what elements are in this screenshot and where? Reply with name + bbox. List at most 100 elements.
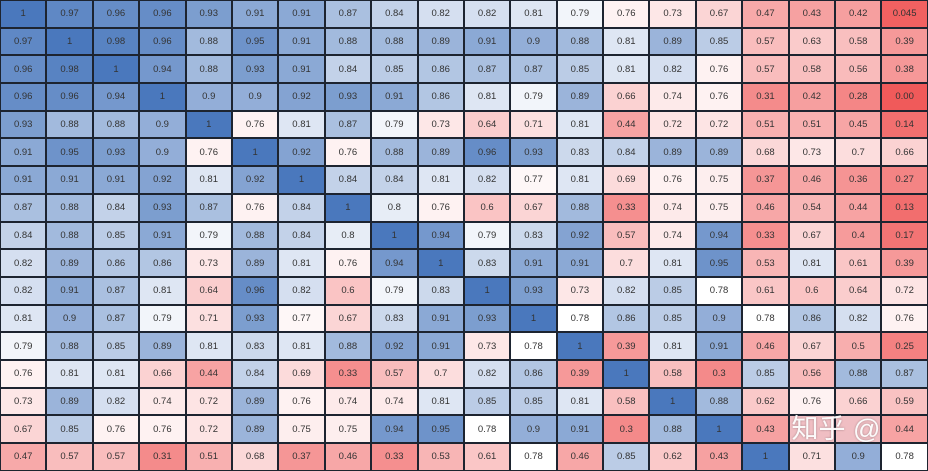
heatmap-cell-r14-c15: 0.88 xyxy=(695,387,743,416)
heatmap-cell-r14-c4: 0.72 xyxy=(185,387,232,416)
heatmap-cell-r13-c13: 1 xyxy=(603,359,650,388)
heatmap-cell-r0-c5: 0.91 xyxy=(231,0,279,28)
heatmap-cell-r4-c18: 0.45 xyxy=(835,110,882,139)
heatmap-cell-r0-c10: 0.82 xyxy=(463,0,511,28)
heatmap-cell-r2-c15: 0.76 xyxy=(695,55,743,84)
heatmap-cell-r5-c10: 0.96 xyxy=(463,138,511,167)
heatmap-cell-r13-c1: 0.81 xyxy=(46,359,93,388)
heatmap-cell-r15-c3: 0.76 xyxy=(139,415,186,443)
heatmap-cell-r8-c14: 0.74 xyxy=(649,221,696,250)
heatmap-cell-r16-c11: 0.78 xyxy=(510,443,557,471)
heatmap-cell-r0-c14: 0.73 xyxy=(649,0,696,28)
heatmap-cell-r5-c7: 0.76 xyxy=(324,138,372,167)
heatmap-cell-r16-c9: 0.53 xyxy=(417,443,464,471)
heatmap-cell-r15-c7: 0.75 xyxy=(324,415,372,443)
heatmap-cell-r6-c6: 1 xyxy=(278,166,325,194)
heatmap-cell-r4-c9: 0.73 xyxy=(417,110,464,139)
heatmap-cell-r14-c19: 0.59 xyxy=(881,387,928,416)
heatmap-cell-r8-c15: 0.94 xyxy=(695,221,743,250)
heatmap-cell-r0-c12: 0.79 xyxy=(556,0,604,28)
heatmap-cell-r13-c2: 0.81 xyxy=(92,359,140,388)
heatmap-cell-r7-c0: 0.87 xyxy=(0,193,47,222)
heatmap-cell-r2-c6: 0.91 xyxy=(278,55,325,84)
heatmap-cell-r2-c14: 0.82 xyxy=(649,55,696,84)
heatmap-cell-r6-c9: 0.81 xyxy=(417,166,464,194)
heatmap-cell-r6-c5: 0.92 xyxy=(231,166,279,194)
heatmap-cell-r8-c16: 0.33 xyxy=(742,221,789,250)
heatmap-cell-r15-c11: 0.9 xyxy=(510,415,557,443)
heatmap-cell-r3-c7: 0.93 xyxy=(324,83,372,111)
heatmap-cell-r11-c15: 0.9 xyxy=(695,304,743,333)
heatmap-cell-r11-c1: 0.9 xyxy=(46,304,93,333)
heatmap-cell-r15-c12: 0.91 xyxy=(556,415,604,443)
heatmap-cell-r3-c3: 1 xyxy=(139,83,186,111)
heatmap-cell-r2-c8: 0.85 xyxy=(371,55,418,84)
heatmap-cell-r0-c15: 0.67 xyxy=(695,0,743,28)
heatmap-cell-r12-c15: 0.91 xyxy=(695,332,743,360)
heatmap-cell-r11-c0: 0.81 xyxy=(0,304,47,333)
heatmap-cell-r11-c19: 0.76 xyxy=(881,304,928,333)
heatmap-cell-r5-c1: 0.95 xyxy=(46,138,93,167)
heatmap-cell-r14-c11: 0.85 xyxy=(510,387,557,416)
heatmap-cell-r15-c9: 0.95 xyxy=(417,415,464,443)
heatmap-cell-r15-c14: 0.88 xyxy=(649,415,696,443)
heatmap-cell-r3-c10: 0.81 xyxy=(463,83,511,111)
heatmap-cell-r13-c16: 0.85 xyxy=(742,359,789,388)
heatmap-cell-r6-c15: 0.75 xyxy=(695,166,743,194)
heatmap-cell-r0-c17: 0.43 xyxy=(788,0,836,28)
heatmap-cell-r16-c6: 0.37 xyxy=(278,443,325,471)
heatmap-cell-r2-c19: 0.38 xyxy=(881,55,928,84)
heatmap-cell-r6-c12: 0.81 xyxy=(556,166,604,194)
heatmap-cell-r10-c9: 0.83 xyxy=(417,276,464,305)
heatmap-cell-r3-c4: 0.9 xyxy=(185,83,232,111)
heatmap-cell-r4-c12: 0.81 xyxy=(556,110,604,139)
heatmap-cell-r3-c5: 0.9 xyxy=(231,83,279,111)
heatmap-cell-r12-c9: 0.91 xyxy=(417,332,464,360)
heatmap-cell-r10-c0: 0.82 xyxy=(0,276,47,305)
heatmap-cell-r8-c11: 0.83 xyxy=(510,221,557,250)
heatmap-cell-r13-c4: 0.44 xyxy=(185,359,232,388)
heatmap-cell-r16-c12: 0.46 xyxy=(556,443,604,471)
heatmap-cell-r6-c7: 0.84 xyxy=(324,166,372,194)
heatmap-cell-r1-c10: 0.91 xyxy=(463,27,511,56)
heatmap-cell-r13-c11: 0.86 xyxy=(510,359,557,388)
heatmap-cell-r4-c13: 0.44 xyxy=(603,110,650,139)
heatmap-cell-r11-c8: 0.83 xyxy=(371,304,418,333)
heatmap-cell-r12-c12: 1 xyxy=(556,332,604,360)
heatmap-cell-r14-c3: 0.74 xyxy=(139,387,186,416)
heatmap-cell-r10-c13: 0.82 xyxy=(603,276,650,305)
heatmap-cell-r6-c0: 0.91 xyxy=(0,166,47,194)
heatmap-cell-r0-c6: 0.91 xyxy=(278,0,325,28)
heatmap-cell-r2-c12: 0.85 xyxy=(556,55,604,84)
heatmap-cell-r12-c0: 0.79 xyxy=(0,332,47,360)
heatmap-cell-r12-c1: 0.88 xyxy=(46,332,93,360)
heatmap-cell-r12-c8: 0.92 xyxy=(371,332,418,360)
heatmap-cell-r1-c13: 0.81 xyxy=(603,27,650,56)
heatmap-cell-r15-c4: 0.72 xyxy=(185,415,232,443)
heatmap-cell-r1-c0: 0.97 xyxy=(0,27,47,56)
heatmap-cell-r4-c19: 0.14 xyxy=(881,110,928,139)
heatmap-cell-r12-c11: 0.78 xyxy=(510,332,557,360)
heatmap-cell-r6-c16: 0.37 xyxy=(742,166,789,194)
heatmap-cell-r13-c10: 0.82 xyxy=(463,359,511,388)
heatmap-cell-r6-c1: 0.91 xyxy=(46,166,93,194)
heatmap-cell-r7-c3: 0.93 xyxy=(139,193,186,222)
heatmap-cell-r13-c12: 0.39 xyxy=(556,359,604,388)
heatmap-cell-r14-c9: 0.81 xyxy=(417,387,464,416)
heatmap-cell-r3-c17: 0.42 xyxy=(788,83,836,111)
heatmap-cell-r5-c15: 0.89 xyxy=(695,138,743,167)
heatmap-cell-r8-c18: 0.4 xyxy=(835,221,882,250)
heatmap-cell-r13-c19: 0.87 xyxy=(881,359,928,388)
heatmap-cell-r14-c7: 0.74 xyxy=(324,387,372,416)
heatmap-cell-r0-c19: 0.045 xyxy=(881,0,928,28)
heatmap-cell-r0-c11: 0.81 xyxy=(510,0,557,28)
heatmap-cell-r8-c13: 0.57 xyxy=(603,221,650,250)
heatmap-cell-r9-c13: 0.7 xyxy=(603,249,650,277)
heatmap-cell-r5-c17: 0.73 xyxy=(788,138,836,167)
heatmap-cell-r1-c6: 0.91 xyxy=(278,27,325,56)
heatmap-cell-r10-c7: 0.6 xyxy=(324,276,372,305)
heatmap-cell-r4-c16: 0.51 xyxy=(742,110,789,139)
heatmap-cell-r15-c1: 0.85 xyxy=(46,415,93,443)
heatmap-cell-r10-c8: 0.79 xyxy=(371,276,418,305)
heatmap-cell-r12-c7: 0.88 xyxy=(324,332,372,360)
